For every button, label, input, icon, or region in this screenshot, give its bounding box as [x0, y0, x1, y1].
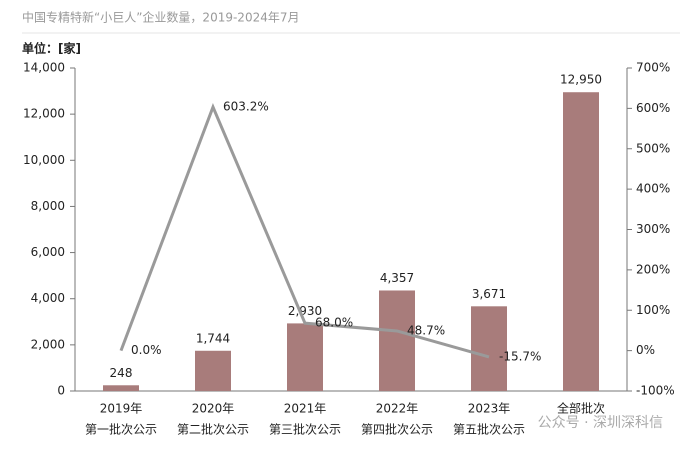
y2-tick-label: 300% — [636, 222, 670, 236]
line-value-label: 0.0% — [131, 343, 162, 357]
y2-tick-label: 100% — [636, 303, 670, 317]
y-tick-label: 10,000 — [23, 153, 65, 167]
x-tick-label: 第五批次公示 — [453, 422, 525, 437]
x-tick-label: 2021年 — [284, 402, 327, 416]
y2-tick-label: 600% — [636, 101, 670, 115]
x-tick-label: 2022年 — [376, 402, 419, 416]
bar — [563, 92, 599, 391]
bar-value-label: 12,950 — [560, 73, 602, 87]
bar-value-label: 248 — [110, 366, 133, 380]
line-value-label: -15.7% — [499, 349, 541, 363]
line — [119, 103, 490, 359]
bar-value-label: 1,744 — [196, 331, 230, 345]
y2-tick-label: 700% — [636, 61, 670, 75]
bar — [379, 290, 415, 391]
bar — [195, 350, 231, 391]
x-tick-label: 第三批次公示 — [269, 422, 341, 437]
x-tick-label: 2020年 — [192, 402, 235, 416]
x-tick-label: 第一批次公示 — [85, 422, 157, 437]
y-tick-label: 4,000 — [31, 291, 65, 305]
y-tick-label: 12,000 — [23, 107, 65, 121]
x-tick-label: 全部批次 — [557, 401, 605, 416]
bar-value-label: 4,357 — [380, 271, 414, 285]
line-value-label: 603.2% — [223, 100, 269, 114]
bar-value-label: 3,671 — [472, 287, 506, 301]
bar — [471, 306, 507, 391]
y2-tick-label: 0% — [636, 343, 655, 357]
x-tick-label: 第四批次公示 — [361, 422, 433, 437]
y2-tick-label: -100% — [636, 384, 675, 398]
watermark: 公众号 · 深圳深科信 — [538, 415, 663, 431]
y-tick-label: 8,000 — [31, 199, 65, 213]
y2-tick-label: 200% — [636, 262, 670, 276]
bar — [287, 323, 323, 391]
x-tick-label: 2019年 — [100, 402, 143, 416]
y-tick-label: 2,000 — [31, 337, 65, 351]
line-value-label: 48.7% — [407, 323, 445, 337]
x-tick-label: 第二批次公示 — [177, 422, 249, 437]
unit-label: 单位：[家] — [22, 41, 81, 56]
y2-tick-label: 400% — [636, 182, 670, 196]
y-tick-label: 14,000 — [23, 61, 65, 75]
y2-tick-label: 500% — [636, 141, 670, 155]
bar-value-label: 2,930 — [288, 304, 322, 318]
bar — [103, 385, 139, 391]
chart-title: 中国专精特新“小巨人”企业数量，2019-2024年7月 — [22, 10, 299, 25]
line-value-label: 68.0% — [315, 316, 353, 330]
y-tick-label: 6,000 — [31, 245, 65, 259]
x-tick-label: 2023年 — [468, 402, 511, 416]
y-tick-label: 0 — [57, 384, 65, 398]
